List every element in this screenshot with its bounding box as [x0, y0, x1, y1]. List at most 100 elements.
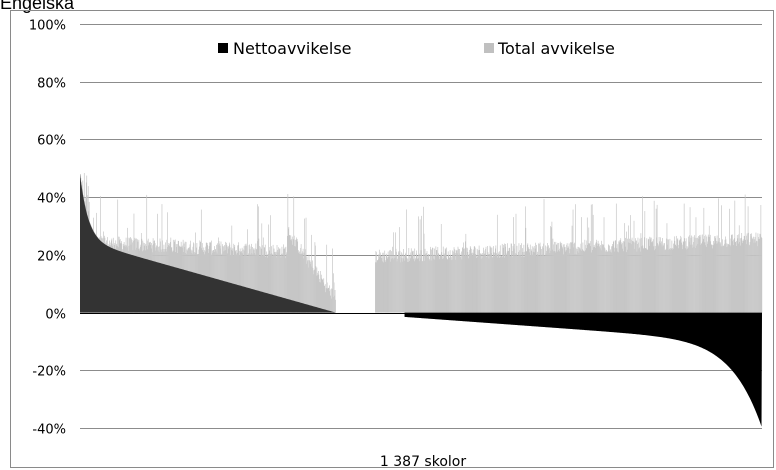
- total-deviation-bar: [666, 223, 668, 313]
- total-deviation-bar: [563, 244, 565, 313]
- total-deviation-bar: [671, 240, 673, 313]
- total-deviation-bar: [563, 254, 565, 313]
- total-deviation-bar: [432, 248, 434, 313]
- total-deviation-bar: [760, 205, 762, 313]
- total-deviation-bar: [704, 245, 706, 313]
- total-deviation-bar: [628, 225, 629, 313]
- total-deviation-bar: [689, 207, 691, 313]
- total-deviation-bar: [322, 279, 324, 313]
- total-deviation-bar: [512, 257, 513, 313]
- total-deviation-bar: [225, 250, 227, 313]
- total-deviation-bar: [493, 252, 495, 313]
- total-deviation-bar: [595, 242, 597, 313]
- total-deviation-bar: [457, 246, 459, 313]
- total-deviation-bar: [309, 260, 310, 313]
- total-deviation-bar: [748, 232, 749, 313]
- total-deviation-bar: [414, 248, 416, 313]
- total-deviation-bar: [616, 248, 618, 313]
- total-deviation-bar: [395, 232, 396, 313]
- total-deviation-bar: [690, 237, 692, 313]
- total-deviation-bar: [475, 258, 477, 313]
- total-deviation-bar: [759, 233, 761, 313]
- total-deviation-bar: [439, 255, 441, 313]
- total-deviation-bar: [245, 243, 247, 313]
- total-deviation-bar: [562, 244, 564, 313]
- total-deviation-bar: [496, 214, 498, 313]
- total-deviation-bar: [410, 252, 412, 313]
- total-deviation-bar: [642, 196, 643, 313]
- total-deviation-bar: [448, 257, 450, 313]
- total-deviation-bar: [238, 250, 240, 313]
- total-deviation-bar: [641, 246, 643, 313]
- total-deviation-bar: [281, 246, 283, 313]
- total-deviation-bar: [266, 251, 268, 313]
- total-deviation-bar: [295, 246, 297, 313]
- total-deviation-bar: [267, 253, 269, 313]
- total-deviation-bar: [275, 253, 276, 313]
- total-deviation-bar: [442, 246, 444, 313]
- total-deviation-bar: [328, 291, 330, 313]
- total-deviation-bar: [490, 246, 491, 313]
- legend-swatch-nettoavvikelse: [218, 43, 228, 53]
- total-deviation-bar: [603, 244, 604, 313]
- total-deviation-bar: [443, 253, 445, 313]
- total-deviation-bar: [472, 249, 474, 313]
- total-deviation-bar: [300, 248, 301, 313]
- total-deviation-bar: [278, 247, 279, 313]
- total-deviation-bar: [167, 212, 168, 313]
- total-deviation-bar: [289, 235, 291, 313]
- total-deviation-bar: [730, 238, 732, 313]
- total-deviation-bar: [248, 253, 249, 313]
- total-deviation-bar: [315, 245, 316, 313]
- total-deviation-bar: [321, 278, 323, 313]
- total-deviation-bar: [571, 243, 572, 313]
- total-deviation-bar: [195, 232, 196, 313]
- total-deviation-bar: [468, 258, 470, 313]
- total-deviation-bar: [656, 237, 657, 313]
- total-deviation-bar: [400, 256, 402, 313]
- total-deviation-bar: [509, 256, 511, 313]
- total-deviation-bar: [674, 240, 676, 313]
- total-deviation-bar: [724, 239, 726, 313]
- total-deviation-bar: [663, 243, 665, 313]
- total-deviation-bar: [633, 220, 635, 313]
- total-deviation-bar: [670, 249, 671, 313]
- total-deviation-bar: [746, 233, 748, 313]
- total-deviation-bar: [218, 237, 219, 313]
- total-deviation-bar: [438, 254, 440, 313]
- total-deviation-bar: [248, 245, 250, 313]
- total-deviation-bar: [733, 238, 735, 313]
- total-deviation-bar: [499, 245, 501, 313]
- total-deviation-bar: [494, 252, 496, 313]
- total-deviation-bar: [589, 243, 591, 313]
- total-deviation-bar: [404, 260, 406, 313]
- total-deviation-bar: [275, 251, 277, 313]
- total-deviation-bar: [252, 254, 254, 313]
- total-deviation-bar: [437, 252, 439, 313]
- total-deviation-bar: [714, 236, 716, 313]
- total-deviation-bar: [282, 256, 284, 313]
- total-deviation-bar: [684, 238, 685, 313]
- total-deviation-bar: [447, 259, 448, 313]
- total-deviation-bar: [554, 252, 556, 313]
- total-deviation-bar: [294, 239, 296, 313]
- total-deviation-bar: [444, 248, 446, 313]
- total-deviation-bar: [471, 253, 473, 313]
- total-deviation-bar: [723, 245, 725, 313]
- total-deviation-bar: [544, 255, 545, 313]
- total-deviation-bar: [395, 248, 397, 313]
- total-deviation-bar: [579, 248, 581, 313]
- total-deviation-bar: [394, 255, 395, 313]
- total-deviation-bar: [480, 253, 481, 313]
- total-deviation-bar: [531, 246, 533, 313]
- total-deviation-bar: [379, 257, 381, 313]
- total-deviation-bar: [272, 256, 273, 313]
- total-deviation-bar: [459, 249, 460, 313]
- total-deviation-bar: [313, 270, 315, 313]
- total-deviation-bar: [384, 261, 386, 313]
- total-deviation-bar: [266, 254, 268, 313]
- total-deviation-bar: [565, 250, 567, 313]
- total-deviation-bar: [719, 238, 720, 313]
- total-deviation-bar: [319, 278, 321, 313]
- total-deviation-bar: [558, 248, 560, 313]
